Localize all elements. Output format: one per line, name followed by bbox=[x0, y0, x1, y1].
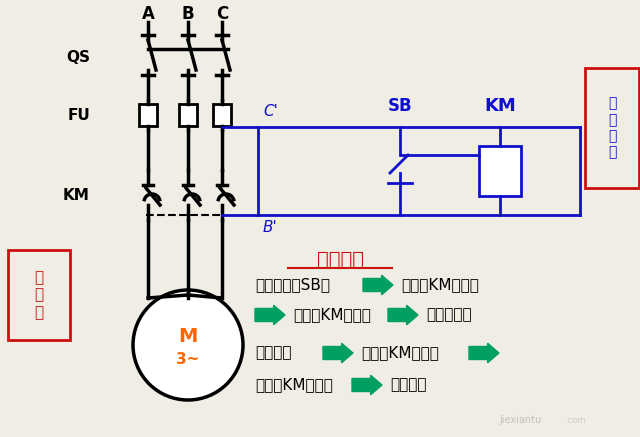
FancyArrow shape bbox=[352, 375, 382, 395]
Text: 触头（KM）闭合: 触头（KM）闭合 bbox=[293, 308, 371, 323]
Text: A: A bbox=[141, 5, 154, 23]
Text: KM: KM bbox=[484, 97, 516, 115]
Bar bbox=[213, 104, 231, 126]
Text: M: M bbox=[179, 327, 198, 347]
Bar bbox=[179, 104, 197, 126]
Text: 电机转动；: 电机转动； bbox=[426, 308, 472, 323]
Text: .com: .com bbox=[565, 416, 586, 425]
Text: 主
电
路: 主 电 路 bbox=[35, 270, 44, 320]
Text: 3~: 3~ bbox=[176, 351, 200, 367]
Text: 动作过程: 动作过程 bbox=[317, 250, 364, 269]
Text: 按下按钮（SB）: 按下按钮（SB） bbox=[255, 277, 330, 292]
FancyArrow shape bbox=[469, 343, 499, 363]
Text: 线圈（KM）断电: 线圈（KM）断电 bbox=[361, 346, 439, 361]
Text: B': B' bbox=[263, 220, 278, 235]
FancyArrow shape bbox=[255, 305, 285, 325]
Bar bbox=[139, 104, 157, 126]
Text: 触头（KM）打开: 触头（KM）打开 bbox=[255, 378, 333, 392]
Text: C: C bbox=[216, 5, 228, 23]
Text: 按钮松开: 按钮松开 bbox=[255, 346, 291, 361]
Text: 控
制
电
路: 控 制 电 路 bbox=[608, 97, 616, 160]
Text: jiexiantu: jiexiantu bbox=[499, 415, 541, 425]
Text: QS: QS bbox=[66, 51, 90, 66]
FancyArrow shape bbox=[323, 343, 353, 363]
Text: B: B bbox=[182, 5, 195, 23]
Text: SB: SB bbox=[388, 97, 412, 115]
Text: FU: FU bbox=[67, 108, 90, 122]
Text: 电机停转: 电机停转 bbox=[390, 378, 426, 392]
Bar bbox=[585, 68, 639, 188]
FancyArrow shape bbox=[388, 305, 418, 325]
Bar bbox=[479, 146, 521, 196]
Text: KM: KM bbox=[63, 187, 90, 202]
FancyArrow shape bbox=[363, 275, 393, 295]
Text: 线圈（KM）通电: 线圈（KM）通电 bbox=[401, 277, 479, 292]
Bar bbox=[8, 250, 70, 340]
Circle shape bbox=[133, 290, 243, 400]
Text: C': C' bbox=[263, 104, 278, 119]
